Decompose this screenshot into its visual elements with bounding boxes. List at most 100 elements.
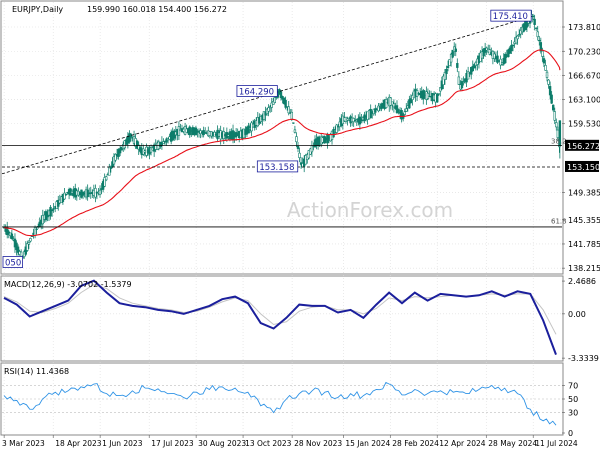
candle-body (64, 193, 68, 196)
grid-layer (2, 2, 562, 433)
time-tick-label: 18 Apr 2023 (55, 439, 102, 448)
candle-body (298, 152, 301, 158)
candle-body (52, 208, 55, 210)
time-tick-label: 30 Aug 2023 (198, 439, 246, 448)
price-tick-label: 141.785 (568, 240, 600, 249)
time-tick-label: 28 Feb 2024 (392, 439, 439, 448)
candle-body (471, 65, 474, 72)
time-tick-label: 13 Oct 2023 (245, 439, 292, 448)
candle-body (448, 59, 451, 67)
candle-body (292, 122, 295, 124)
fib-label-61-8: 61.8 (551, 218, 567, 226)
macd-layer: 2.4686 0.00 -3.3339 (2, 277, 599, 363)
candle-body (496, 55, 499, 63)
candle-body (449, 53, 453, 63)
candle-body (270, 102, 273, 108)
candle-body (499, 58, 502, 66)
rsi-tick-label: 30 (568, 409, 578, 418)
price-badge-label: 156.272 (567, 142, 600, 151)
candle-body (397, 109, 400, 113)
candle-body (514, 36, 518, 44)
candle-body (284, 99, 287, 108)
candle-body (456, 63, 459, 68)
price-pane-frame (0, 0, 564, 275)
time-tick-label: 15 Jan 2024 (345, 439, 390, 448)
candle-body (262, 111, 266, 120)
candle-body (533, 18, 536, 25)
price-tick-label: 163.100 (568, 96, 600, 105)
candle-body (551, 104, 555, 111)
candle-body (457, 76, 461, 85)
candle-body (384, 99, 388, 108)
candle-body (389, 97, 392, 106)
candle-body (109, 166, 113, 169)
candle-body (273, 97, 276, 103)
candle-body (49, 206, 52, 217)
fib-label-38-2: 38.2 (551, 138, 567, 146)
candle-body (137, 144, 140, 150)
candle-body (534, 27, 538, 29)
candle-body (539, 42, 543, 52)
price-badge-label: 153.150 (567, 163, 600, 172)
candle-body (392, 103, 396, 108)
price-tick-label: 166.670 (568, 71, 600, 80)
overlay-layer: 175.410 164.290 153.158 050 38.2 61.8 (1, 9, 567, 268)
candle-body (162, 141, 165, 144)
candle-body (335, 124, 338, 133)
candle-body (445, 68, 448, 75)
candle-body (460, 81, 464, 89)
macd-tick-label: 0.00 (568, 310, 586, 319)
time-tick-label: 28 May 2024 (488, 439, 537, 448)
rsi-layer: 70 50 30 0 (2, 381, 578, 438)
macd-title: MACD(12,26,9) -3.0702 -1.5379 (4, 280, 132, 289)
candle-body (10, 233, 14, 239)
candle-body (272, 101, 275, 105)
candle-body (290, 111, 294, 120)
candle-body (403, 111, 406, 115)
candle-body (369, 108, 372, 119)
candle-body (446, 66, 450, 69)
candle-body (544, 65, 547, 71)
candle-body (473, 64, 476, 69)
price-tick-label: 138.215 (568, 264, 600, 273)
candle-body (555, 122, 558, 128)
candle-body (103, 177, 106, 187)
candle-body (16, 246, 20, 253)
candle-body (553, 111, 556, 121)
candle-body (538, 40, 541, 42)
price-badge (565, 160, 599, 172)
candle-body (556, 129, 560, 138)
candle-body (517, 34, 521, 36)
candle-body (405, 108, 408, 112)
macd-pane-frame (0, 275, 564, 362)
annotation-box (236, 85, 278, 97)
candle-body (63, 192, 66, 200)
candle-body (542, 58, 546, 64)
candle-body (118, 148, 122, 154)
time-tick-label: 11 Jul 2024 (535, 439, 578, 448)
candle-body (35, 228, 38, 230)
candle-body (395, 105, 399, 113)
macd-tick-label: -3.3339 (568, 354, 599, 363)
candle-body (332, 128, 335, 138)
candle-body (443, 72, 447, 80)
annotation-box (256, 160, 299, 173)
candle-body (295, 136, 298, 143)
candle-body (135, 140, 139, 149)
ema-line (4, 49, 561, 237)
candle-body (50, 209, 54, 212)
symbol-label: EURJPY,Daily (12, 5, 63, 14)
candle-body (439, 87, 442, 92)
watermark: ActionForex.com (287, 198, 453, 222)
price-tick-label: 159.530 (568, 120, 600, 129)
price-tick-label: 170.230 (568, 47, 600, 56)
candle-body (363, 114, 366, 122)
price-badge (565, 139, 599, 151)
candle-body (511, 44, 515, 47)
rsi-tick-label: 50 (568, 395, 578, 404)
candle-body (267, 107, 270, 112)
candle-body (279, 91, 283, 99)
candle-body (550, 94, 553, 104)
candle-body (33, 227, 37, 236)
